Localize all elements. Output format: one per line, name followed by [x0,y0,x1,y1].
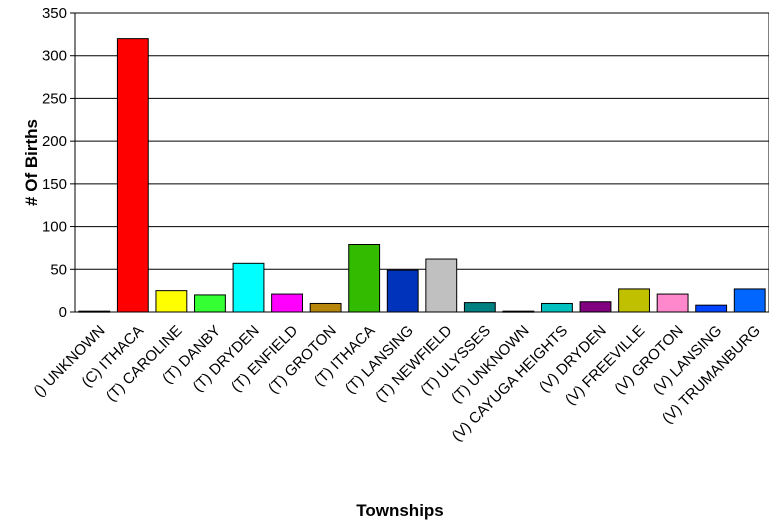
bar-17 [733,288,766,313]
x-axis-title: Townships [356,501,444,520]
y-tick-label: 250 [42,90,67,107]
y-tick-label: 0 [59,304,67,321]
y-tick-label: 200 [42,133,67,150]
bar-7 [348,244,381,313]
bar-4 [232,262,265,313]
y-tick-label: 350 [42,5,67,22]
y-tick-label: 50 [50,261,67,278]
gridlines [75,12,769,270]
y-axis-title: # Of Births [22,119,41,206]
plot-area [74,12,769,313]
bars [78,38,766,313]
y-tick-label: 100 [42,219,67,236]
bar-8 [386,269,419,313]
bar-6 [309,302,342,313]
bar-15 [656,293,689,313]
bar-0 [78,310,111,313]
x-axis-category-labels: () UNKNOWN(C) ITHACA(T) CAROLINE(T) DANB… [30,322,763,445]
y-tick-label: 300 [42,48,67,65]
y-tick-label: 150 [42,176,67,193]
bar-5 [271,293,303,313]
bar-14 [618,288,650,313]
bar-11 [502,310,535,313]
bar-12 [541,302,573,313]
bar-13 [579,301,612,313]
bar-10 [463,302,496,313]
bar-16 [695,304,728,313]
bar-2 [155,290,188,313]
y-axis-ticks: 0 50 100 150 200 250 300 350 [42,5,75,321]
bar-9 [425,258,458,313]
bar-1 [116,38,149,313]
bar-3 [194,294,226,313]
